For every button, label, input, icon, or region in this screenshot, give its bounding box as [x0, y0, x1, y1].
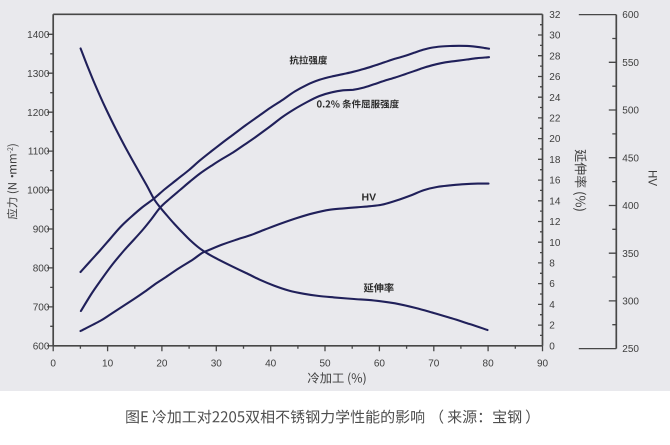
svg-text:800: 800	[33, 264, 50, 275]
svg-text:900: 900	[33, 225, 50, 236]
svg-text:2: 2	[549, 321, 555, 332]
svg-text:8: 8	[549, 259, 555, 270]
svg-text:24: 24	[549, 93, 561, 104]
svg-text:26: 26	[549, 72, 561, 83]
svg-text:500: 500	[622, 106, 639, 117]
svg-text:60: 60	[374, 358, 386, 369]
svg-text:HV: HV	[362, 191, 377, 203]
svg-text:90: 90	[537, 358, 549, 369]
svg-text:4: 4	[549, 300, 555, 311]
svg-text:550: 550	[622, 58, 639, 69]
svg-text:400: 400	[622, 201, 639, 212]
svg-text:1100: 1100	[28, 147, 50, 158]
svg-text:0: 0	[50, 358, 56, 369]
svg-text:350: 350	[622, 249, 639, 260]
svg-text:250: 250	[622, 344, 639, 355]
svg-text:600: 600	[33, 341, 50, 352]
svg-text:0: 0	[549, 341, 555, 352]
svg-text:700: 700	[33, 303, 50, 314]
svg-text:1400: 1400	[27, 30, 50, 41]
svg-text:20: 20	[549, 134, 561, 145]
svg-text:1200: 1200	[27, 108, 50, 119]
svg-text:12: 12	[549, 217, 561, 228]
svg-text:300: 300	[622, 297, 639, 308]
svg-text:50: 50	[319, 358, 331, 369]
svg-text:14: 14	[549, 196, 561, 207]
svg-text:HV: HV	[645, 170, 657, 186]
svg-text:10: 10	[549, 238, 561, 249]
svg-text:20: 20	[156, 358, 168, 369]
svg-text:450: 450	[622, 153, 639, 164]
svg-text:28: 28	[549, 51, 561, 62]
svg-text:30: 30	[549, 31, 561, 42]
svg-text:32: 32	[549, 10, 561, 21]
svg-text:1300: 1300	[27, 69, 50, 80]
svg-text:600: 600	[622, 10, 639, 21]
svg-text:16: 16	[549, 176, 561, 187]
svg-text:30: 30	[211, 358, 223, 369]
svg-text:70: 70	[428, 358, 440, 369]
svg-text:1000: 1000	[27, 186, 50, 197]
svg-text:22: 22	[549, 114, 561, 125]
svg-text:80: 80	[483, 358, 495, 369]
svg-text:40: 40	[265, 358, 277, 369]
svg-text:10: 10	[102, 358, 114, 369]
svg-text:18: 18	[549, 155, 561, 166]
svg-text:6: 6	[549, 279, 555, 290]
